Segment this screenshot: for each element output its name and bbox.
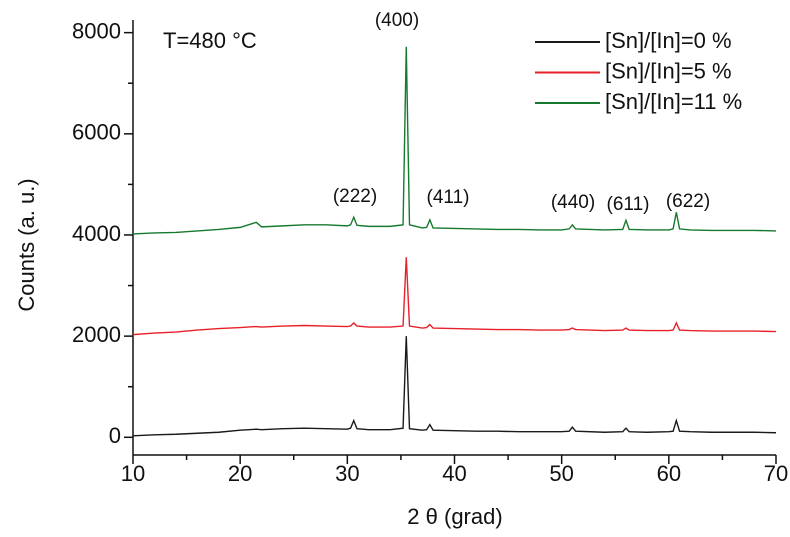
y-tick-label: 4000 bbox=[72, 221, 121, 246]
annotation: (611) bbox=[607, 194, 650, 215]
data-line bbox=[132, 46, 777, 235]
annotation: (440) bbox=[551, 192, 595, 213]
y-tick-label: 6000 bbox=[72, 120, 121, 145]
y-tick-label: 0 bbox=[109, 423, 121, 448]
legend-label: [Sn]/[In]=5 % bbox=[605, 58, 732, 83]
y-tick-label: 8000 bbox=[72, 18, 121, 43]
annotation: (411) bbox=[427, 187, 470, 208]
y-axis-title: Counts (a. u.) bbox=[14, 178, 39, 311]
x-tick-label: 10 bbox=[121, 461, 145, 486]
data-line bbox=[132, 336, 777, 437]
x-tick-label: 50 bbox=[549, 461, 573, 486]
legend-label: [Sn]/[In]=0 % bbox=[605, 28, 732, 53]
legend-label: [Sn]/[In]=11 % bbox=[605, 89, 742, 114]
y-tick-label: 2000 bbox=[72, 322, 121, 347]
x-tick-label: 70 bbox=[764, 461, 788, 486]
data-line bbox=[132, 257, 777, 336]
annotation: (622) bbox=[666, 191, 710, 212]
x-axis-title: 2 θ (grad) bbox=[407, 504, 502, 529]
x-tick-label: 20 bbox=[228, 461, 252, 486]
annotation: T=480 °C bbox=[163, 28, 257, 53]
x-tick-label: 30 bbox=[335, 461, 359, 486]
x-tick-label: 60 bbox=[657, 461, 681, 486]
x-tick-label: 40 bbox=[442, 461, 466, 486]
annotation: (222) bbox=[333, 186, 377, 207]
annotation: (400) bbox=[375, 10, 419, 31]
